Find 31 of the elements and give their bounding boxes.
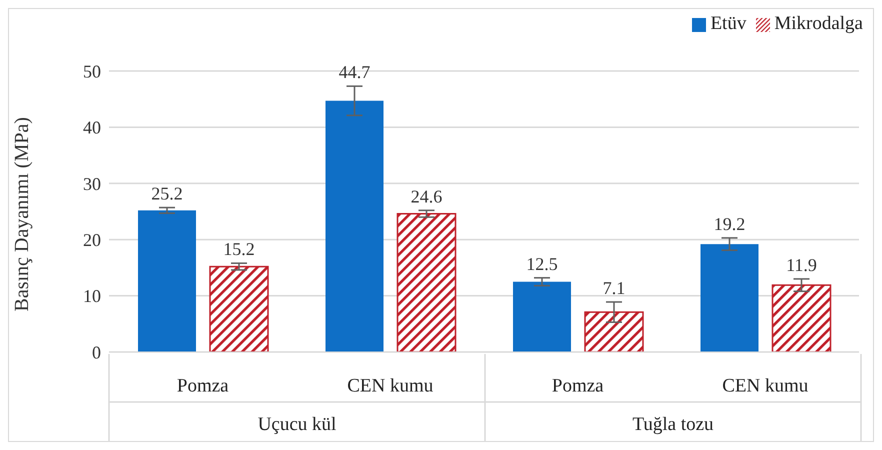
data-label: 44.7 — [338, 62, 370, 82]
data-label: 19.2 — [714, 214, 746, 234]
data-label: 24.6 — [410, 186, 442, 206]
x-tick-label: CEN kumu — [347, 375, 434, 396]
bar — [209, 266, 269, 352]
data-label: 15.2 — [223, 239, 255, 260]
x-tick-label: CEN kumu — [722, 375, 809, 396]
data-label: 25.2 — [151, 184, 183, 204]
x-tick-label: Pomza — [552, 375, 604, 396]
y-tick-label: 20 — [83, 230, 101, 250]
text: Tuğla tozu — [632, 414, 714, 435]
y-tick-label: 10 — [83, 286, 101, 306]
y-tick-label: 40 — [83, 118, 101, 138]
y-tick-label: 50 — [83, 61, 101, 82]
bar — [138, 210, 196, 352]
bar — [326, 100, 384, 352]
y-axis-title: Basınç Dayanımı (MPa) — [11, 117, 34, 312]
data-label: 12.5 — [526, 254, 558, 274]
text: Uçucu kül — [258, 414, 336, 435]
y-tick-label: 0 — [92, 342, 101, 362]
bar — [772, 284, 832, 352]
bar — [513, 282, 571, 352]
legend-label: Etüv — [710, 13, 746, 34]
bar — [584, 311, 644, 352]
bar — [700, 244, 758, 352]
x-tick-label: Pomza — [176, 375, 230, 396]
y-tick-label: 30 — [83, 174, 101, 194]
bar — [396, 213, 456, 352]
data-label: 11.9 — [786, 254, 817, 275]
data-label: 7.1 — [602, 278, 626, 298]
legend-label: Mikrodalga — [774, 13, 863, 34]
